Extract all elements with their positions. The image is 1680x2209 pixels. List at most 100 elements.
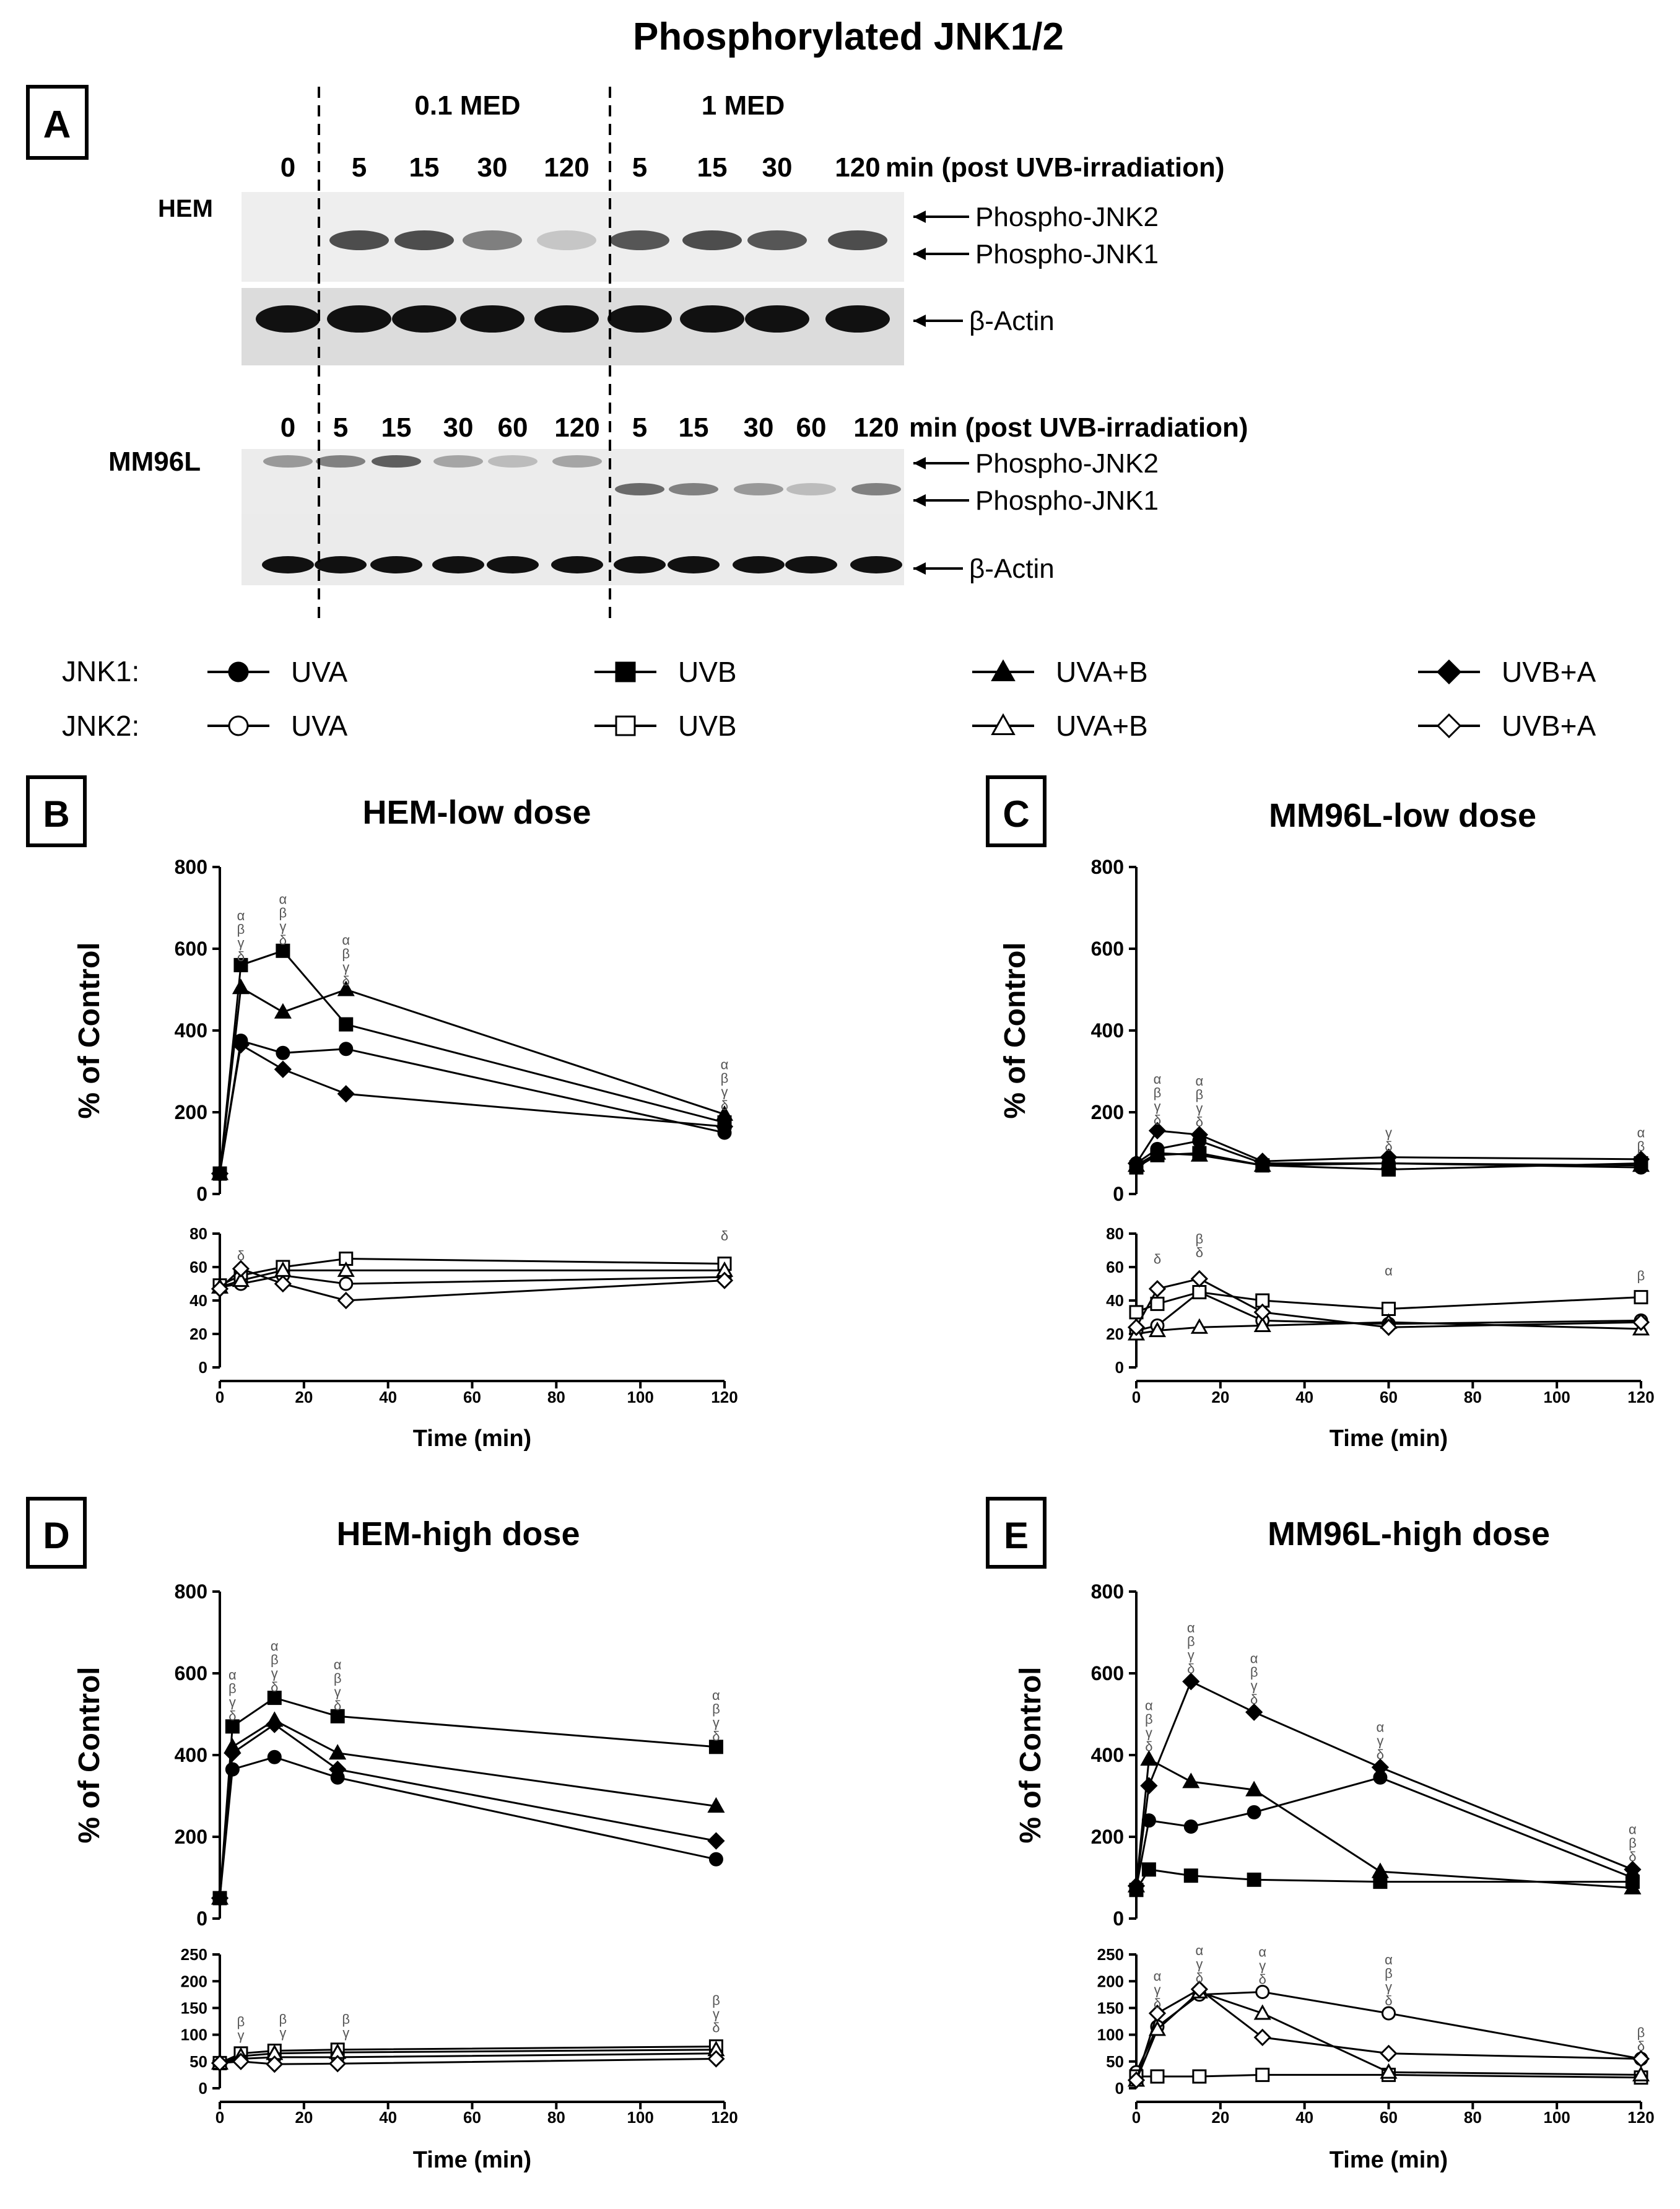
significance-mark: δ xyxy=(1385,1139,1392,1154)
diamond-marker xyxy=(1140,1777,1158,1795)
significance-mark: α xyxy=(712,1688,720,1703)
y-tick-label: 100 xyxy=(181,2026,207,2044)
legend-jnk2-label: JNK2: xyxy=(62,710,139,742)
time-label: 5 xyxy=(352,152,367,183)
triangle-marker xyxy=(1148,1144,1167,1160)
mm-time-caption: min (post UVB-irradiation) xyxy=(909,412,1248,443)
y-tick-label: 200 xyxy=(175,1826,207,1848)
significance-mark: γ xyxy=(721,1084,728,1100)
diamond-marker xyxy=(1380,2044,1398,2062)
triangle-marker xyxy=(991,713,1016,735)
legend-label: UVA xyxy=(291,710,347,742)
diamond-marker xyxy=(1253,1152,1271,1170)
x-axis-label: Time (min) xyxy=(1330,1426,1448,1452)
y-tick-label: 150 xyxy=(181,1999,207,2018)
blot-band xyxy=(487,556,539,573)
legend-label: UVA+B xyxy=(1056,656,1148,688)
mm-actin-blot xyxy=(242,514,904,585)
arrowhead xyxy=(913,494,926,507)
significance-mark: γ xyxy=(713,2006,720,2021)
y-tick-label: 50 xyxy=(1106,2052,1124,2071)
time-label: 15 xyxy=(697,152,728,183)
series-UVB+A-jnk2 xyxy=(211,1260,734,1310)
band-label-jnk2: Phospho-JNK2 xyxy=(975,202,1159,232)
significance-mark: δ xyxy=(334,1697,341,1713)
diamond-marker xyxy=(1148,1279,1167,1298)
triangle-marker xyxy=(1190,1318,1208,1334)
circle-marker xyxy=(1382,2006,1396,2021)
triangle-marker xyxy=(1371,1862,1389,1878)
square-marker xyxy=(1150,1296,1165,1311)
blot-band xyxy=(668,556,720,573)
square-marker xyxy=(339,1017,354,1032)
blot-band xyxy=(370,556,422,573)
y-tick-label: 20 xyxy=(189,1325,207,1343)
triangle-marker xyxy=(337,1261,355,1277)
diamond-marker xyxy=(1632,1313,1650,1331)
significance-mark: β xyxy=(1629,1836,1637,1851)
significance-mark: γ xyxy=(334,1684,341,1699)
significance-mark: δ xyxy=(228,1708,236,1723)
y-tick-label: 200 xyxy=(1091,1101,1124,1123)
circle-marker xyxy=(708,1852,723,1867)
diamond-marker xyxy=(715,1117,734,1136)
square-marker xyxy=(1150,2069,1165,2084)
diamond-marker xyxy=(329,1760,347,1779)
x-tick-label: 20 xyxy=(295,2108,313,2127)
series-UVA-jnk2 xyxy=(212,1268,732,1294)
y-tick-label: 40 xyxy=(1106,1291,1124,1310)
x-tick-label: 60 xyxy=(463,2108,481,2127)
series-UVA+B-jnk1 xyxy=(211,978,734,1180)
significance-mark: δ xyxy=(1250,1692,1258,1707)
significance-mark: α xyxy=(1250,1651,1258,1667)
diamond-marker xyxy=(1253,1303,1271,1322)
blot-band xyxy=(256,305,320,333)
x-tick-label: 100 xyxy=(627,2108,653,2127)
triangle-marker xyxy=(337,980,355,996)
mm-band-labels: Phospho-JNK2 Phospho-JNK1 β-Actin xyxy=(913,448,1159,584)
blot-band xyxy=(734,483,783,495)
significance-mark: β xyxy=(1154,1085,1162,1100)
chart-panel-C: C MM96L-low dose% of Control0200400600800… xyxy=(986,775,1655,1452)
significance-mark: γ xyxy=(1259,1958,1266,1974)
series-line xyxy=(219,1043,725,1174)
significance-mark: γ xyxy=(1377,1733,1383,1749)
diamond-marker xyxy=(1380,1148,1398,1166)
legend: JNK1: JNK2: UVA UVA UVB UVB UVA+B UVA+B UVB+A U… xyxy=(62,655,1596,742)
time-label: 0 xyxy=(281,152,295,183)
blot-band xyxy=(327,305,391,333)
significance-mark: α xyxy=(228,1667,237,1683)
diamond-marker xyxy=(1190,1270,1209,1288)
square-marker xyxy=(1247,1872,1261,1887)
time-label: 30 xyxy=(443,412,474,443)
significance-mark: α xyxy=(1637,1125,1645,1141)
x-tick-label: 120 xyxy=(711,1388,738,1406)
triangle-marker xyxy=(1140,1750,1158,1766)
diamond-marker xyxy=(1624,1860,1642,1878)
time-label: 5 xyxy=(632,152,647,183)
legend-entry: UVB+A xyxy=(1418,710,1596,742)
chart-title: HEM-high dose xyxy=(337,1515,580,1553)
significance-mark: δ xyxy=(712,2019,720,2035)
legend-label: UVB xyxy=(678,656,737,688)
diamond-marker xyxy=(211,1279,229,1298)
y-tick-label: 600 xyxy=(175,1662,207,1684)
time-label: 60 xyxy=(796,412,827,443)
mm-jnk-bands xyxy=(263,455,901,495)
diamond-marker xyxy=(1436,659,1462,685)
y-tick-label: 250 xyxy=(1097,1945,1124,1964)
band-label-actin: β-Actin xyxy=(969,554,1055,584)
blot-band xyxy=(552,455,602,468)
legend-label: UVB xyxy=(678,710,737,742)
blot-band xyxy=(551,556,603,573)
significance-mark: δ xyxy=(1145,1738,1152,1754)
triangle-marker xyxy=(274,1003,292,1019)
y-tick-label: 200 xyxy=(1097,1972,1124,1990)
series-line xyxy=(219,1267,725,1302)
x-tick-label: 0 xyxy=(1132,1388,1141,1406)
x-tick-label: 120 xyxy=(1627,2108,1654,2127)
significance-mark: δ xyxy=(1637,2039,1645,2054)
